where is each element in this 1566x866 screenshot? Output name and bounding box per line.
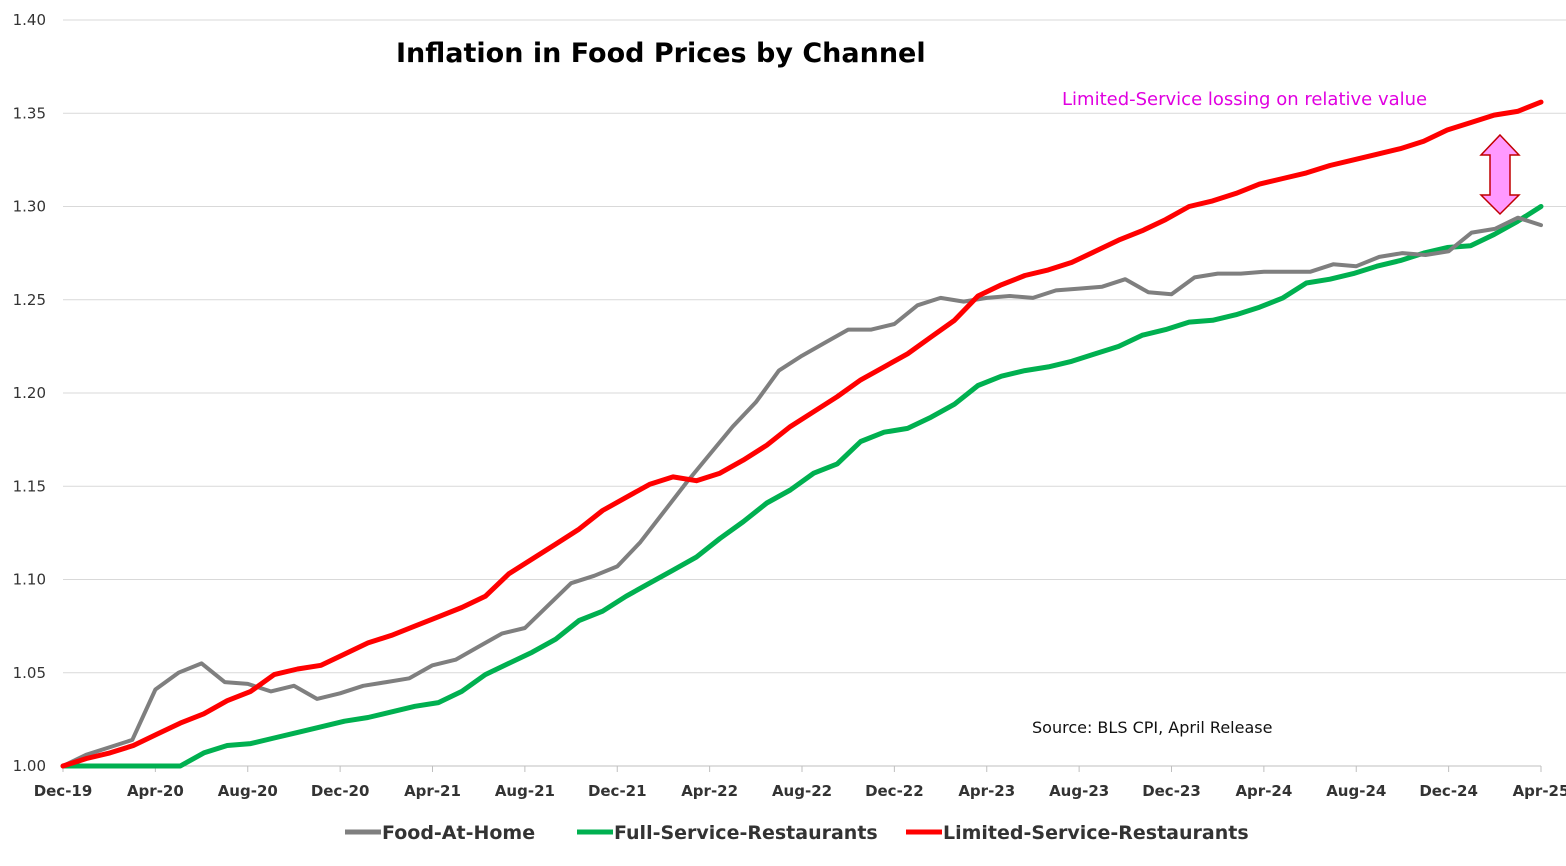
- x-tick-label: Apr-24: [1235, 782, 1292, 800]
- x-tick-label: Apr-25: [1513, 782, 1566, 800]
- x-tick-label: Dec-19: [34, 782, 93, 800]
- x-tick-label: Aug-20: [218, 782, 278, 800]
- legend: Food-At-Home Full-Service-Restaurants Limi…: [345, 822, 1249, 844]
- x-tick-label: Dec-21: [588, 782, 647, 800]
- y-tick-label: 1.25: [13, 291, 46, 309]
- series-line-full-service-restaurants: [60, 204, 1544, 769]
- y-tick-label: 1.15: [13, 477, 46, 495]
- series-line-food-at-home: [61, 215, 1543, 768]
- legend-label: Full-Service-Restaurants: [614, 822, 878, 844]
- x-tick-label: Aug-23: [1049, 782, 1109, 800]
- chart-title: Inflation in Food Prices by Channel: [396, 38, 926, 69]
- x-tick-label: Aug-22: [772, 782, 832, 800]
- y-tick-label: 1.20: [13, 384, 46, 402]
- double-headed-arrow-icon: [1479, 133, 1521, 216]
- y-tick-label: 1.30: [13, 198, 46, 216]
- x-tick-label: Dec-23: [1142, 782, 1201, 800]
- y-tick-label: 1.40: [13, 11, 46, 29]
- source-note: Source: BLS CPI, April Release: [1032, 718, 1272, 737]
- y-tick-label: 1.05: [13, 664, 46, 682]
- x-tick-label: Apr-23: [958, 782, 1015, 800]
- x-tick-label: Aug-24: [1326, 782, 1386, 800]
- legend-label: Limited-Service-Restaurants: [943, 822, 1249, 844]
- y-tick-label: 1.35: [13, 104, 46, 122]
- y-tick-label: 1.10: [13, 571, 46, 589]
- x-tick-label: Apr-22: [681, 782, 738, 800]
- legend-label: Food-At-Home: [382, 822, 535, 844]
- y-tick-label: 1.00: [13, 757, 46, 775]
- annotation-limited-service: Limited-Service lossing on relative valu…: [1062, 89, 1427, 110]
- gridlines: [63, 19, 1566, 674]
- x-tick-label: Apr-21: [404, 782, 461, 800]
- y-axis-ticks: 1.00 1.05 1.10 1.15 1.20 1.25 1.30 1.35 1.40: [13, 11, 46, 775]
- x-axis: Dec-19 Apr-20 Aug-20 Dec-20 Apr-21 Aug-21 Dec-…: [34, 765, 1566, 800]
- x-tick-label: Dec-22: [865, 782, 924, 800]
- x-tick-label: Dec-20: [311, 782, 370, 800]
- series-line-limited-service-restaurants: [60, 99, 1544, 769]
- x-tick-label: Dec-24: [1419, 782, 1478, 800]
- x-tick-label: Aug-21: [495, 782, 555, 800]
- x-tick-label: Apr-20: [127, 782, 184, 800]
- series-lines: [60, 99, 1544, 769]
